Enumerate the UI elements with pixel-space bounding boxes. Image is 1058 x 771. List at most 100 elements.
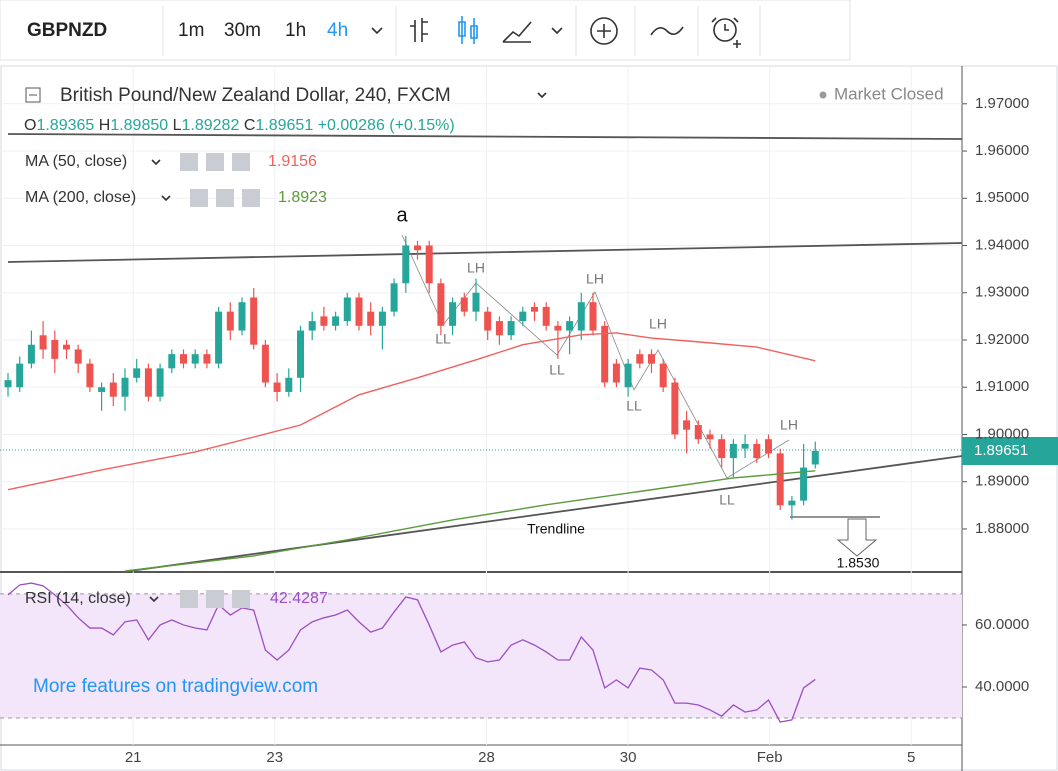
remove-button[interactable] [232, 153, 250, 171]
candle-body [601, 325, 609, 383]
moving-average [7, 332, 816, 491]
settings-button[interactable] [206, 153, 224, 171]
dropdown-icon[interactable] [151, 159, 161, 166]
y-tick-label: 1.96000 [975, 142, 1029, 159]
ohlc-value: 1.89282 [182, 117, 240, 134]
status-dot [819, 91, 827, 99]
rsi-line [7, 582, 816, 723]
candle-body [413, 245, 421, 251]
rsi-band-fill [0, 593, 962, 719]
settings-button[interactable] [206, 590, 224, 608]
candle-body [647, 354, 655, 364]
candle-body [16, 363, 24, 388]
annotation: LH [467, 260, 485, 276]
trend-line [7, 133, 963, 140]
candle-body [308, 321, 316, 331]
candle-body [472, 292, 480, 312]
ohlc-value: 1.89850 [110, 117, 168, 134]
candle-body [109, 382, 117, 397]
dropdown-icon[interactable] [161, 195, 171, 202]
candle-body [764, 439, 772, 454]
interval[interactable]: 1m [178, 20, 204, 41]
candle-body [168, 354, 176, 369]
ohlc-label: H [99, 117, 111, 134]
candles-icon[interactable] [458, 16, 478, 44]
dropdown-icon[interactable] [537, 92, 547, 99]
candle-body [191, 354, 199, 364]
x-tick-label: 5 [907, 749, 915, 766]
ohlc-label: L [173, 117, 182, 134]
legend-name: MA (50, close) [25, 153, 127, 170]
eye-button[interactable] [180, 590, 198, 608]
candle-body [63, 344, 71, 350]
annotation: 1.8530 [837, 555, 880, 571]
y-tick-label: 1.97000 [975, 95, 1029, 112]
remove-button[interactable] [232, 590, 250, 608]
y-tick-label: 40.0000 [975, 678, 1029, 695]
trend-line [129, 455, 963, 572]
interval-active[interactable]: 4h [327, 20, 348, 41]
candle-body [355, 297, 363, 326]
candle-body [729, 443, 737, 459]
candle-body [27, 344, 35, 364]
candle-body [612, 363, 620, 383]
candle-body [800, 467, 808, 501]
interval[interactable]: 1h [285, 20, 306, 41]
candle-body [343, 297, 351, 322]
toolbar-border [0, 0, 851, 61]
eye-button[interactable] [180, 153, 198, 171]
candle-body [671, 382, 679, 435]
settings-button[interactable] [216, 189, 234, 207]
alert-icon[interactable] [713, 18, 737, 42]
annotation: LH [780, 417, 798, 433]
ohlc-legend: O1.89365 H1.89850 L1.89282 C1.89651 +0.0… [24, 117, 455, 134]
dropdown-icon[interactable] [149, 596, 159, 603]
x-tick-label: 23 [266, 749, 283, 766]
toolbar [0, 0, 1058, 62]
candle-body [811, 450, 819, 465]
y-tick-label: 60.0000 [975, 616, 1029, 633]
collapse-icon[interactable] [25, 87, 41, 103]
y-tick-label: 1.91000 [975, 378, 1029, 395]
candle-body [226, 311, 234, 331]
candle-body [788, 500, 796, 506]
market-status: Market Closed [834, 84, 944, 103]
candle-body [4, 380, 12, 388]
watermark[interactable]: More features on tradingview.com [33, 676, 318, 697]
rsi-band [0, 593, 962, 719]
candle-body [437, 283, 445, 326]
area-icon[interactable] [502, 21, 532, 43]
indicators-icon[interactable] [590, 17, 618, 45]
y-tick-label: 1.93000 [975, 284, 1029, 301]
symbol[interactable]: GBPNZD [27, 20, 107, 41]
candle-body [296, 330, 304, 378]
target-arrow [836, 518, 878, 557]
candle-body [215, 311, 223, 364]
annotation: LL [549, 362, 565, 378]
candle-body [285, 377, 293, 392]
interval[interactable]: 30m [224, 20, 261, 41]
annotation: LH [649, 316, 667, 332]
legend-buttons [190, 189, 260, 207]
candle-body [495, 321, 503, 336]
candle-body [776, 453, 784, 506]
candle-body [484, 311, 492, 331]
candle-body [367, 311, 375, 326]
dropdown-icon[interactable] [551, 27, 563, 35]
plot [4, 236, 819, 723]
y-tick-label: 1.94000 [975, 236, 1029, 253]
candle-body [144, 368, 152, 397]
dropdown-icon[interactable] [371, 27, 383, 35]
change: +0.00286 (+0.15%) [318, 117, 455, 134]
rsi-legend-value: 42.4287 [270, 590, 328, 607]
candle-body [98, 387, 106, 392]
legend-buttons [180, 153, 250, 171]
candle-body [238, 302, 246, 331]
bars-icon[interactable] [410, 18, 428, 42]
eye-button[interactable] [190, 189, 208, 207]
compare-icon[interactable] [650, 26, 684, 36]
candle-body [179, 354, 187, 364]
y-tick-label: 1.95000 [975, 189, 1029, 206]
remove-button[interactable] [242, 189, 260, 207]
